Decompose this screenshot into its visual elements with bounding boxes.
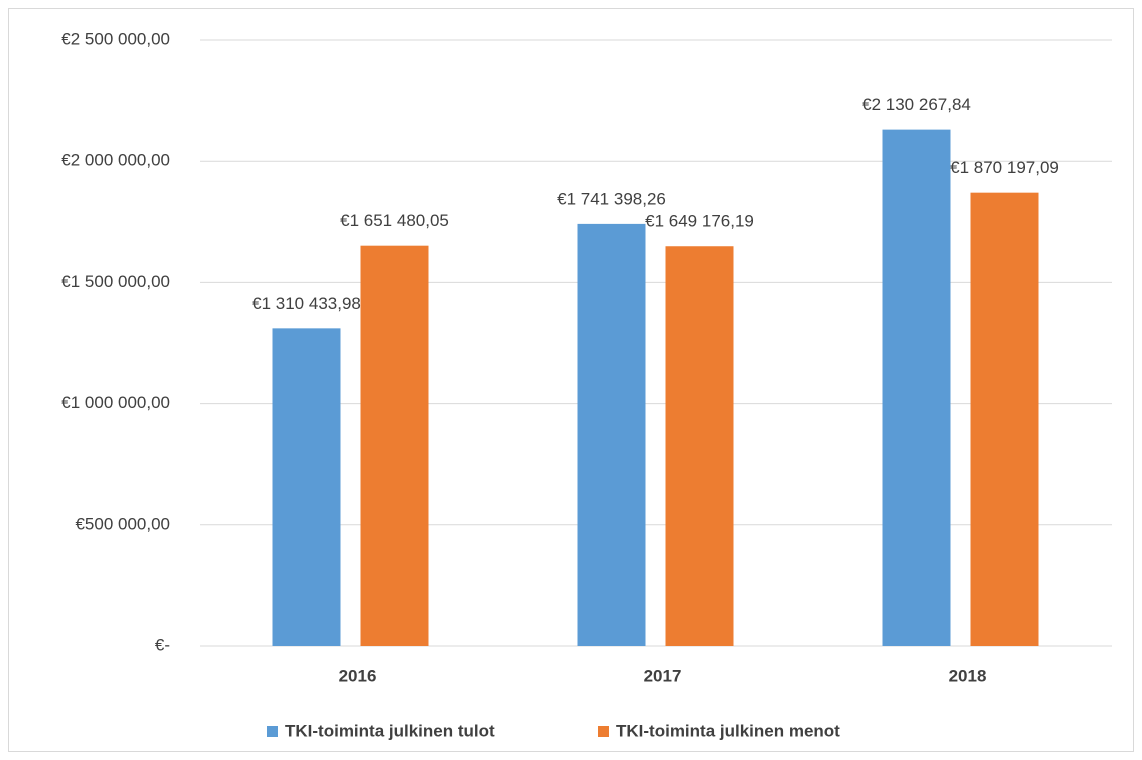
- data-label: €1 651 480,05: [340, 211, 449, 230]
- data-label: €1 870 197,09: [950, 158, 1059, 177]
- chart-border: [8, 8, 1134, 752]
- data-label: €1 741 398,26: [557, 189, 666, 208]
- legend-swatch: [267, 726, 278, 737]
- x-tick-label: 2018: [949, 666, 987, 685]
- x-tick-label: 2016: [339, 666, 377, 685]
- bar: [882, 129, 951, 647]
- bar: [665, 246, 734, 646]
- legend-label: TKI-toiminta julkinen menot: [616, 721, 840, 740]
- y-tick-label: €2 500 000,00: [61, 29, 170, 48]
- bar: [360, 245, 429, 647]
- data-label: €1 649 176,19: [645, 212, 754, 231]
- y-tick-label: €1 000 000,00: [61, 393, 170, 412]
- legend-swatch: [598, 726, 609, 737]
- data-label: €1 310 433,98: [252, 294, 361, 313]
- legend-label: TKI-toiminta julkinen tulot: [285, 721, 495, 740]
- data-label: €2 130 267,84: [862, 95, 971, 114]
- bar: [272, 328, 341, 646]
- bar: [970, 192, 1039, 646]
- y-tick-label: €-: [155, 635, 170, 654]
- y-tick-label: €1 500 000,00: [61, 272, 170, 291]
- x-tick-label: 2017: [644, 666, 682, 685]
- y-tick-label: €2 000 000,00: [61, 151, 170, 170]
- y-tick-label: €500 000,00: [75, 514, 170, 533]
- bar: [577, 223, 646, 646]
